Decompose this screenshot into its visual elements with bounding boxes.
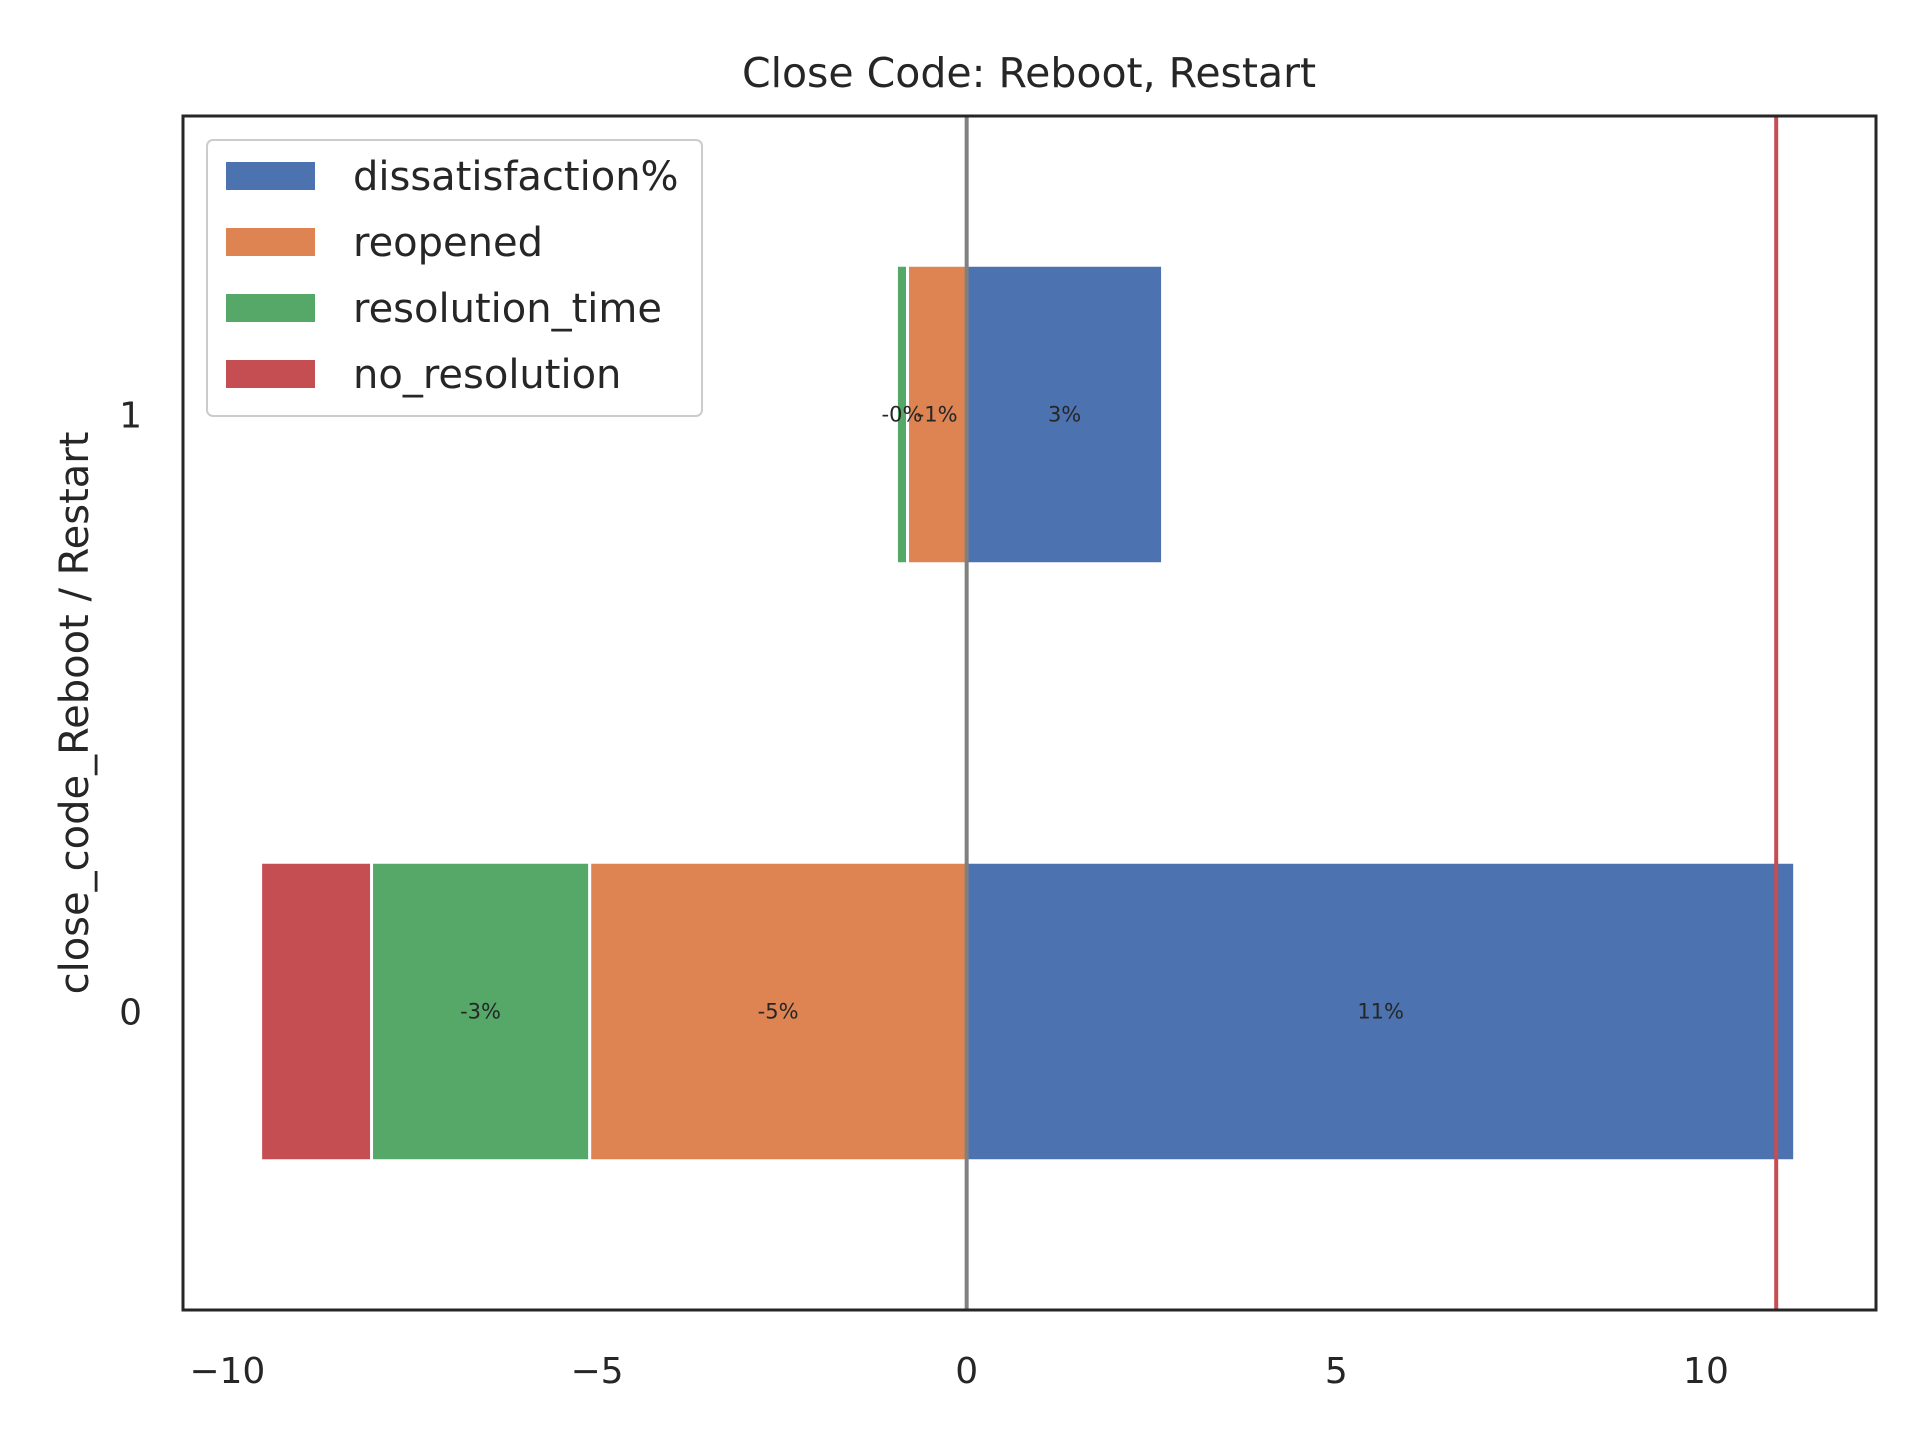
plot-frame	[181, 114, 1878, 1312]
y-tick-labels: 01	[119, 396, 142, 1034]
bar-label-dissatisfaction-0: 11%	[1357, 1000, 1404, 1024]
y-tick-label: 1	[119, 396, 142, 437]
legend-frame	[206, 139, 703, 417]
y-axis-label: close_code_Reboot / Restart	[52, 432, 98, 995]
bars-group	[259, 263, 1797, 1163]
legend-label-resolution-time: resolution_time	[353, 286, 662, 332]
legend-swatch-dissatisfaction	[226, 162, 315, 190]
x-tick-label: −10	[189, 1351, 265, 1392]
legend-label-reopened: reopened	[353, 220, 543, 266]
chart-title: Close Code: Reboot, Restart	[742, 49, 1316, 97]
legend-label-no-resolution: no_resolution	[353, 352, 621, 398]
bar-label-resolution-time-1: -0%	[882, 403, 923, 427]
legend-label-dissatisfaction: dissatisfaction%	[353, 154, 679, 200]
bar-label-dissatisfaction-1: 3%	[1048, 403, 1081, 427]
bar-label-reopened-1: -1%	[917, 403, 958, 427]
x-tick-label: 5	[1325, 1351, 1348, 1392]
bar-reopened-0	[588, 860, 969, 1163]
x-tick-label: 10	[1683, 1351, 1729, 1392]
bar-resolution-time-1	[894, 263, 910, 566]
x-tick-label: −5	[570, 1351, 623, 1392]
x-tick-label: 0	[955, 1351, 978, 1392]
bar-label-reopened-0: -5%	[758, 1000, 799, 1024]
bar-resolution-time-0	[370, 860, 592, 1163]
legend-swatch-no-resolution	[226, 360, 315, 388]
bar-labels-group: 11% -5% -3% 3% -1%-0%	[460, 403, 1404, 1024]
bar-no-resolution-0	[259, 860, 374, 1163]
bar-label-resolution-time-0: -3%	[460, 1000, 501, 1024]
legend: dissatisfaction% reopened resolution_timen…	[206, 139, 703, 417]
x-tick-labels: −10 −5 0 5 10	[189, 1351, 1729, 1392]
y-tick-label: 0	[119, 993, 142, 1034]
reference-lines-group	[964, 116, 1779, 1310]
bar-dissatisfaction-0	[965, 860, 1797, 1163]
legend-swatch-reopened	[226, 228, 315, 256]
legend-swatch-resolution-time	[226, 294, 315, 322]
bar-dissatisfaction-1	[965, 263, 1165, 566]
